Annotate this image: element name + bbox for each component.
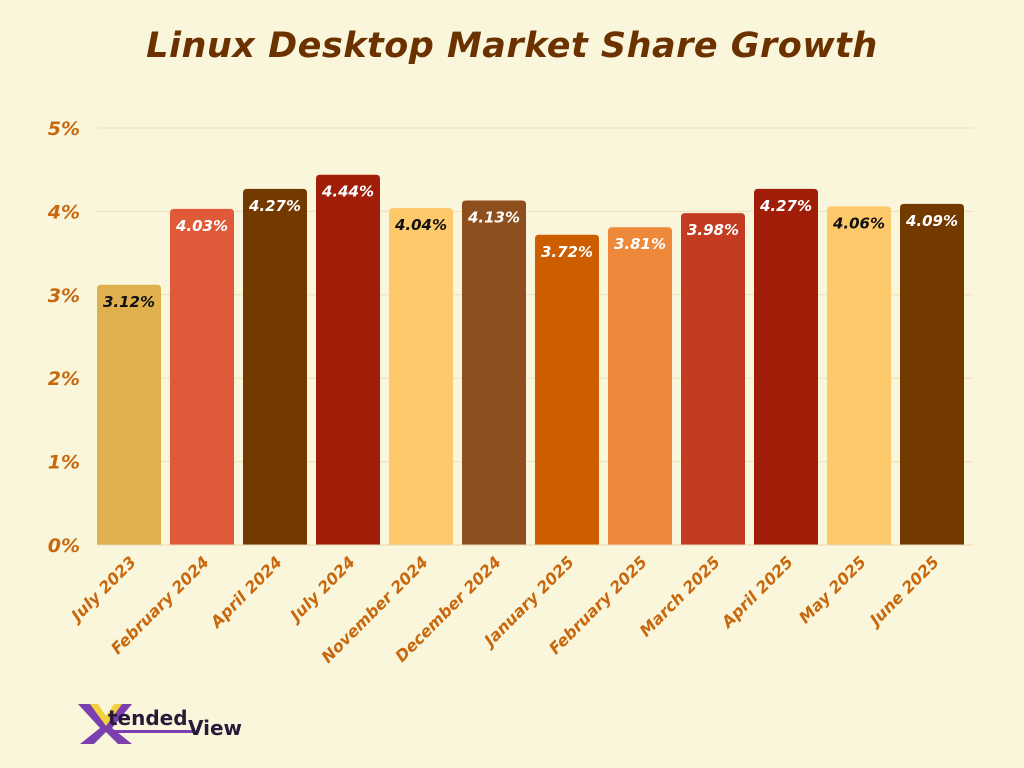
x-tick-label: June 2025 <box>864 552 943 631</box>
bar <box>170 208 234 545</box>
logo-text-view: View <box>188 716 243 740</box>
data-label: 4.09% <box>905 212 958 230</box>
data-label: 3.81% <box>614 235 666 253</box>
chart-title: Linux Desktop Market Share Growth <box>146 26 878 66</box>
x-tick-label: April 2024 <box>205 552 285 632</box>
data-label: 4.27% <box>248 197 301 215</box>
data-label: 3.72% <box>541 243 593 261</box>
bar <box>243 188 307 545</box>
data-label: 4.04% <box>394 216 447 234</box>
bar <box>608 227 672 545</box>
bar <box>316 174 380 546</box>
data-label: 3.98% <box>687 221 739 239</box>
bar <box>389 208 453 545</box>
data-label: 4.27% <box>759 197 812 215</box>
y-tick-label: 3% <box>48 285 80 307</box>
logo-x-mark <box>78 704 194 744</box>
bar <box>827 206 891 545</box>
bar <box>681 213 745 545</box>
data-label: 4.44% <box>321 183 374 201</box>
bar <box>900 203 964 546</box>
bar <box>754 188 818 545</box>
data-label: 3.12% <box>103 293 155 311</box>
data-label: 4.06% <box>832 214 885 232</box>
x-tick-label: April 2025 <box>716 552 796 632</box>
bar <box>462 200 526 546</box>
data-label: 4.03% <box>175 217 228 235</box>
y-tick-label: 0% <box>48 535 80 557</box>
bar <box>97 284 161 545</box>
logo-text-tended: tended <box>108 706 188 730</box>
x-tick-label: May 2025 <box>795 552 870 627</box>
y-tick-label: 1% <box>48 452 80 474</box>
y-tick-label: 4% <box>47 201 80 223</box>
y-tick-label: 5% <box>48 118 80 140</box>
x-tick-label: July 2023 <box>65 552 140 627</box>
data-label: 4.13% <box>467 209 520 227</box>
y-tick-label: 2% <box>48 368 80 390</box>
x-tick-label: July 2024 <box>284 552 359 627</box>
bar <box>535 234 599 545</box>
xtendedview-logo: tended View <box>76 700 276 750</box>
